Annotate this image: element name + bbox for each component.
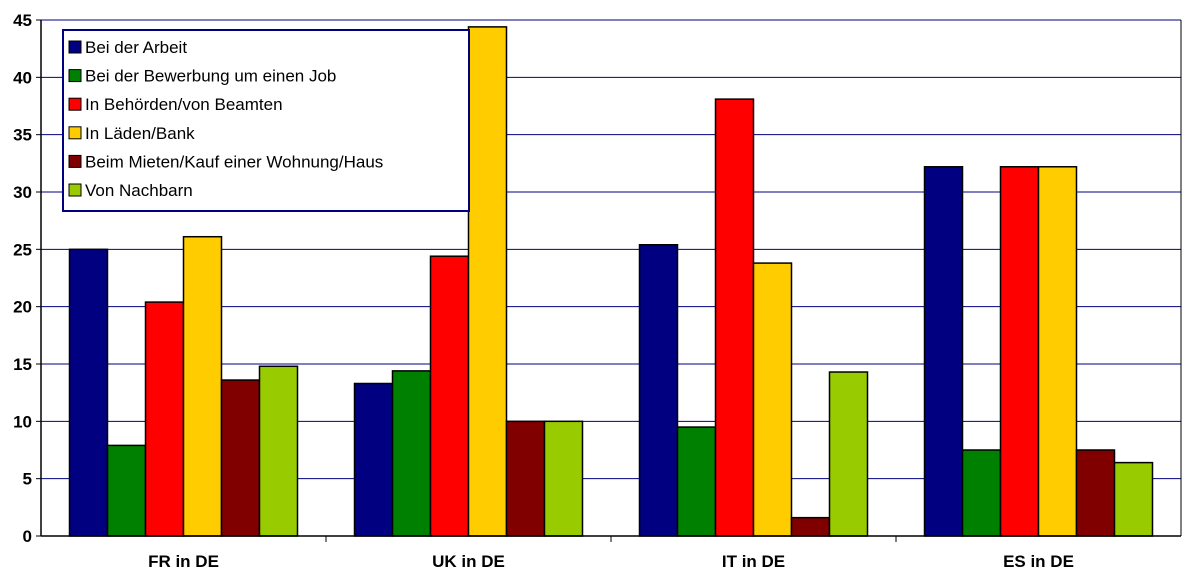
legend-swatch [68,126,82,140]
legend-swatch [68,97,82,111]
legend-swatch [68,40,82,54]
bar [543,420,584,537]
bar [144,301,185,537]
legend-swatch [68,154,82,168]
bar [676,426,717,537]
y-tick-label: 25 [13,240,32,259]
bar [828,371,869,537]
bar [391,370,432,537]
legend-label: In Läden/Bank [85,124,195,143]
bar [429,255,470,537]
x-tick-label: IT in DE [722,552,785,571]
axes: 0 5 10 15 20 25 30 35 40 45 FR in DE UK in DE IT in … [13,11,1182,571]
bar [790,516,831,537]
legend-label: In Behörden/von Beamten [85,95,283,114]
y-tick-label: 0 [23,527,32,546]
bar [961,449,1002,537]
legend-label: Bei der Bewerbung um einen Job [85,67,336,86]
y-tick-label: 35 [13,126,32,145]
legend-box [62,29,470,212]
y-tick-label: 5 [23,470,32,489]
x-tick-label: FR in DE [148,552,219,571]
x-tick-label: UK in DE [432,552,505,571]
y-tick-label: 15 [13,355,32,374]
bar [923,166,964,537]
bar [182,235,223,537]
bar [467,26,508,537]
bar [68,248,109,537]
bar [714,98,755,537]
bar [353,382,394,537]
bar [999,166,1040,537]
legend-swatch [68,183,82,197]
y-tick-label: 45 [13,11,32,30]
y-tick-label: 40 [13,68,32,87]
legend: Bei der Arbeit Bei der Bewerbung um einen… [62,29,470,212]
y-tick-label: 30 [13,183,32,202]
bars [68,26,1154,537]
x-tick-label: ES in DE [1003,552,1074,571]
bar [638,243,679,537]
legend-swatch [68,69,82,83]
bar [106,444,147,537]
bar [505,420,546,537]
bar [258,365,299,537]
bar [220,379,261,537]
bar [1113,461,1154,537]
bar [1075,449,1116,537]
bar [1037,166,1078,537]
legend-label: Von Nachbarn [85,181,193,200]
bar [752,262,793,537]
legend-label: Bei der Arbeit [85,38,187,57]
legend-label: Beim Mieten/Kauf einer Wohnung/Haus [85,152,383,171]
y-tick-label: 10 [13,412,32,431]
y-tick-label: 20 [13,298,32,317]
